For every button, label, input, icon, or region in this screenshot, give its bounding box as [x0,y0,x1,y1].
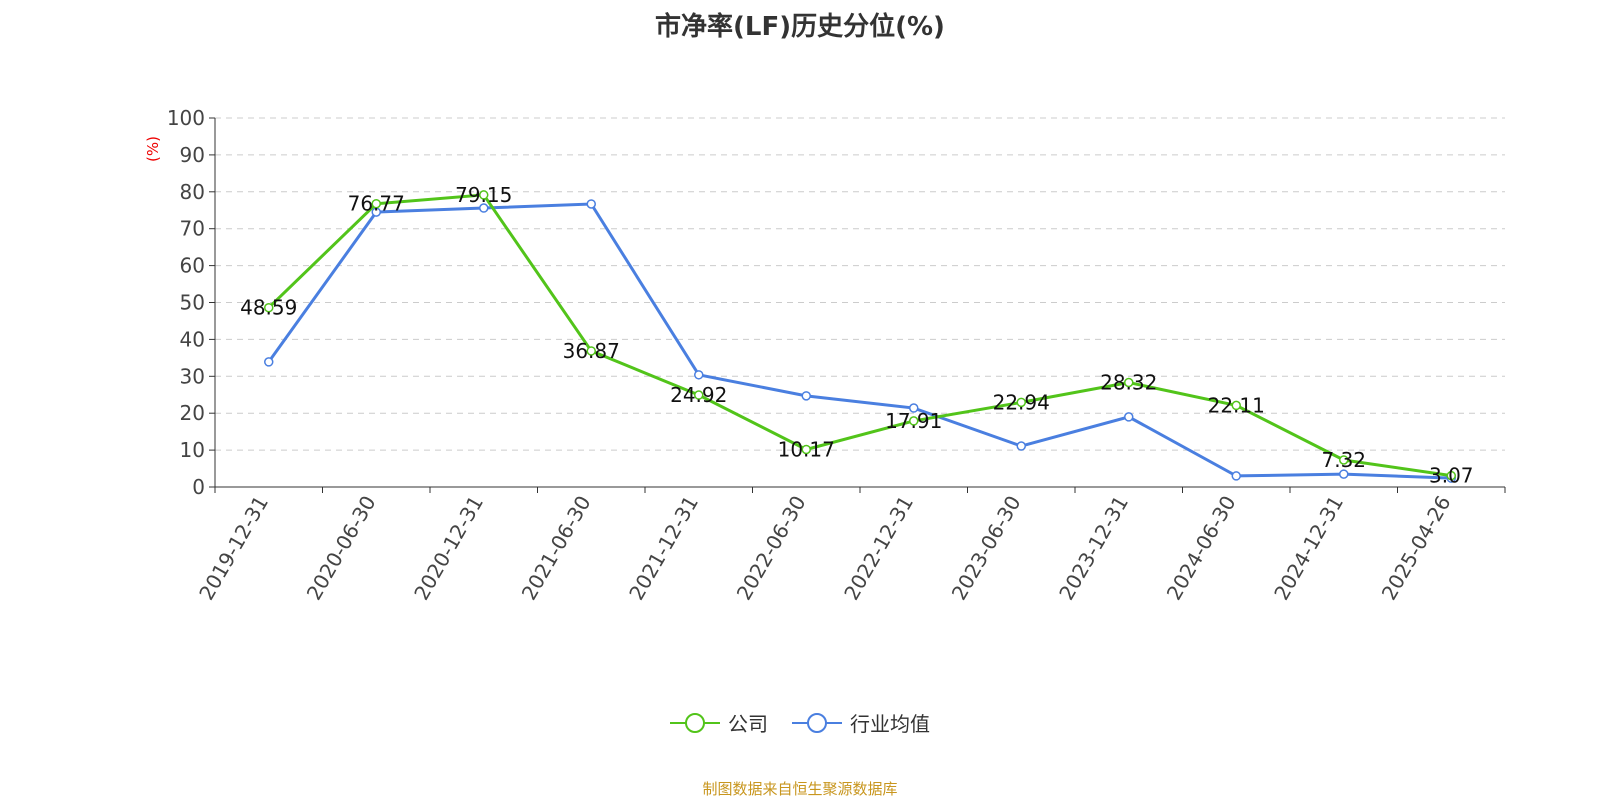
data-point [1339,455,1349,465]
data-label: 10.17 [778,437,835,461]
data-point [1124,377,1134,388]
legend-line-circle-icon [670,712,720,733]
legend-label: 公司 [728,712,768,736]
data-source-note: 制图数据来自恒生聚源数据库 [702,780,898,798]
line-chart: 0 10 20 30 40 50 60 70 80 90 100 2019-12-31 2020-06-… [167,106,1506,605]
x-tick-label: 2025-04-26 [1377,492,1456,605]
y-tick-label: 60 [180,254,205,278]
x-tick-label: 2021-06-30 [517,492,596,605]
data-point [801,444,811,455]
data-label: 22.94 [993,390,1050,414]
x-tick-label: 2022-06-30 [732,492,811,605]
y-tick-label: 70 [180,217,205,241]
x-tick-label: 2020-12-31 [409,492,488,605]
data-label: 79.15 [455,183,512,207]
data-label: 7.32 [1321,448,1366,472]
y-tick-label: 40 [180,327,205,351]
data-point [1339,469,1349,479]
series-line-公司 [267,193,1452,478]
data-label: 22.11 [1208,393,1265,417]
data-label: 48.59 [240,296,297,320]
data-point [479,190,489,200]
y-tick-label: 100 [167,106,205,130]
data-label: 36.87 [563,339,620,363]
y-tick-label: 80 [180,180,205,204]
data-point [909,403,919,413]
data-label: 3.07 [1429,464,1474,488]
data-label: 76.77 [348,192,405,216]
data-point [801,391,811,401]
data-point [909,416,919,426]
y-tick-label: 10 [180,438,205,462]
data-point [1124,412,1134,422]
series-line-行业均值 [267,202,1452,480]
x-tick-label: 2024-12-31 [1269,492,1348,605]
data-point [371,198,381,209]
data-point [264,357,274,367]
y-tick-label: 0 [192,475,205,499]
y-tick-label: 30 [180,364,205,388]
y-tick-label: 90 [180,143,205,167]
x-tick-label: 2023-06-30 [947,492,1026,605]
data-point [586,199,596,209]
legend-line-circle-icon [792,712,842,733]
data-point [694,390,704,400]
x-tick-label: 2020-06-30 [302,492,381,605]
x-tick-label: 2024-06-30 [1162,492,1241,605]
y-tick-label: 50 [180,291,205,315]
y-tick-label: 20 [180,401,205,425]
data-point [1231,400,1241,411]
data-point [1016,397,1026,408]
legend-item[interactable]: 公司 [670,708,768,737]
data-point [586,346,596,356]
data-point [1446,470,1456,481]
data-point [694,370,704,380]
data-point [264,302,274,313]
legend-label: 行业均值 [850,712,930,736]
x-tick-label: 2019-12-31 [194,492,273,605]
data-label: 28.32 [1100,370,1157,394]
legend-item[interactable]: 行业均值 [792,708,930,737]
data-point [479,203,489,213]
data-label: 24.92 [670,383,727,407]
data-point [1016,441,1026,451]
data-point [1231,471,1241,481]
x-tick-label: 2022-12-31 [839,492,918,605]
legend: 公司 行业均值 [0,708,1600,737]
chart-title: 市净率(LF)历史分位(%) [655,12,945,42]
x-tick-label: 2023-12-31 [1054,492,1133,605]
data-label: 17.91 [885,409,942,433]
x-tick-label: 2021-12-31 [624,492,703,605]
